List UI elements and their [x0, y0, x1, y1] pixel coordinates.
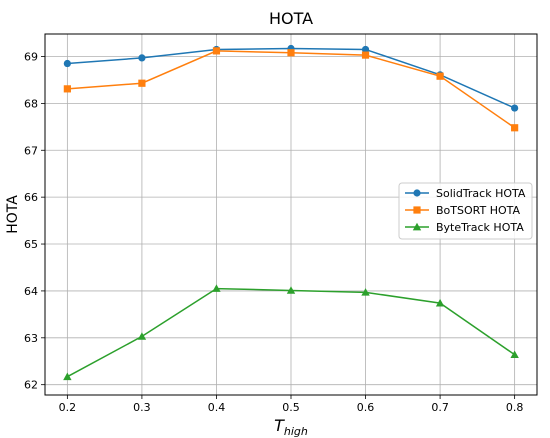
y-tick-label: 63 — [24, 332, 38, 345]
legend-label: ByteTrack HOTA — [436, 221, 524, 234]
x-axis-title-subscript: high — [284, 425, 308, 438]
x-tick-label: 0.4 — [208, 401, 226, 414]
legend-marker — [413, 206, 421, 214]
data-point — [286, 286, 296, 294]
y-tick-label: 62 — [24, 379, 38, 392]
legend-box — [398, 182, 533, 240]
legend-marker — [412, 222, 422, 231]
x-tick-label: 0.6 — [357, 401, 375, 414]
legend-entry: SolidTrack HOTA — [405, 187, 526, 200]
y-tick-label: 68 — [24, 97, 38, 110]
series-bytetrack-hota — [63, 284, 519, 381]
legend-marker — [413, 189, 421, 197]
y-tick-label: 66 — [24, 191, 38, 204]
data-point — [137, 332, 147, 340]
x-tick-label: 0.3 — [133, 401, 151, 414]
ticks: 0.2 0.3 0.4 0.5 0.6 0.7 0.8 62 63 64 65 66 67 68 69 — [24, 51, 523, 414]
series — [63, 44, 519, 381]
data-point — [435, 298, 445, 307]
chart-title: HOTA — [269, 9, 313, 28]
x-tick-label: 0.7 — [431, 401, 449, 414]
x-tick-label: 0.8 — [506, 401, 524, 414]
legend-entry: BoTSORT HOTA — [405, 204, 520, 217]
x-tick-label: 0.5 — [282, 401, 300, 414]
legend: SolidTrack HOTA BoTSORT HOTA ByteTrack HOT… — [398, 182, 533, 240]
data-point — [361, 45, 370, 54]
x-axis-title-main: T — [274, 416, 285, 435]
data-point — [361, 288, 370, 296]
data-point — [138, 54, 146, 62]
data-point — [63, 59, 71, 68]
data-point — [361, 51, 370, 59]
data-point — [138, 79, 146, 87]
legend-entry: ByteTrack HOTA — [405, 221, 524, 234]
data-point — [212, 47, 221, 55]
y-tick-label: 65 — [24, 238, 38, 251]
y-tick-label: 64 — [24, 285, 38, 298]
data-point — [511, 124, 519, 132]
y-tick-label: 67 — [24, 144, 38, 157]
legend-label: BoTSORT HOTA — [436, 204, 520, 217]
data-point — [510, 350, 519, 359]
data-point — [511, 104, 519, 112]
data-point — [436, 72, 444, 80]
y-tick-label: 69 — [24, 51, 38, 64]
data-point — [63, 85, 71, 93]
data-point — [287, 49, 295, 57]
x-axis-title: Thigh — [274, 416, 308, 438]
series-botsort-hota — [63, 47, 519, 132]
data-point — [212, 284, 221, 292]
data-point — [63, 372, 72, 381]
legend-label: SolidTrack HOTA — [436, 187, 526, 200]
x-tick-label: 0.2 — [59, 401, 77, 414]
y-axis-title: HOTA — [5, 195, 21, 234]
